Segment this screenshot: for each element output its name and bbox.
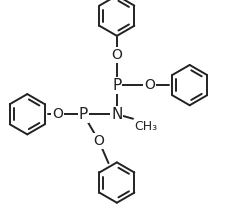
Text: O: O — [111, 48, 122, 62]
Text: O: O — [144, 78, 155, 92]
Text: O: O — [93, 134, 104, 148]
Text: O: O — [52, 107, 63, 121]
Text: CH₃: CH₃ — [134, 120, 157, 133]
Text: N: N — [111, 107, 122, 122]
Text: P: P — [112, 78, 122, 93]
Text: P: P — [79, 107, 88, 122]
